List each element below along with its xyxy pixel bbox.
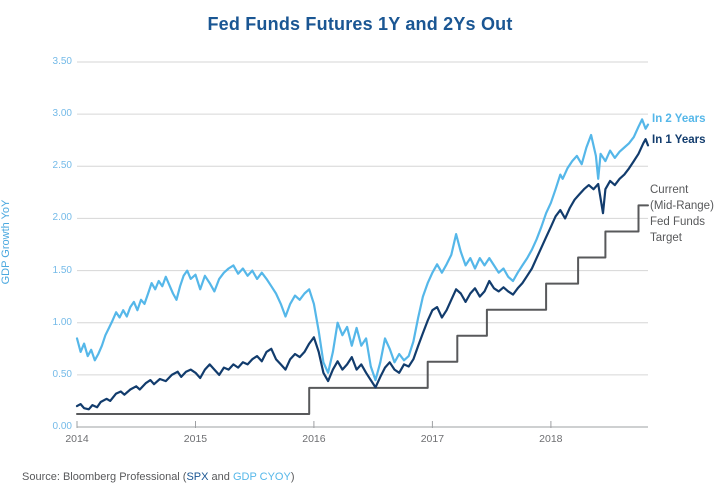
source-text-and: and bbox=[208, 471, 233, 483]
legend-label-in-2-years: In 2 Years bbox=[652, 113, 706, 125]
series-line-in-2-years bbox=[75, 118, 650, 382]
chart-title: Fed Funds Futures 1Y and 2Ys Out bbox=[207, 14, 513, 34]
x-tick-label: 2017 bbox=[420, 433, 445, 445]
source-caption: Source: Bloomberg Professional (SPX and … bbox=[22, 471, 295, 483]
y-tick-label: 0.50 bbox=[52, 368, 72, 380]
x-tick-label: 2014 bbox=[65, 433, 89, 445]
x-tick-label: 2018 bbox=[539, 433, 563, 445]
x-tick-label: 2016 bbox=[302, 433, 326, 445]
legend-label-in-1-years: In 1 Years bbox=[652, 134, 706, 146]
legend-label-fed-funds-target: Current (Mid-Range) Fed Funds Target bbox=[650, 184, 714, 244]
series-line-in-1-years bbox=[75, 138, 650, 411]
y-tick-label: 1.00 bbox=[52, 316, 72, 328]
y-axis-tick-labels: 0.00 0.50 1.00 1.50 2.00 2.50 3.00 3.50 bbox=[30, 0, 72, 460]
source-ticker-spx: SPX bbox=[186, 471, 209, 483]
y-tick-label: 1.50 bbox=[52, 264, 72, 276]
y-tick-label: 0.00 bbox=[52, 421, 72, 432]
source-text: Source: Bloomberg Professional ( bbox=[22, 471, 187, 483]
y-tick-label: 3.00 bbox=[52, 108, 72, 120]
source-text-close-paren: ) bbox=[290, 471, 295, 483]
source-ticker-gdp-cyoy: GDP CYOY bbox=[232, 471, 291, 483]
y-tick-label: 2.50 bbox=[52, 160, 72, 172]
y-tick-label: 3.50 bbox=[52, 56, 72, 67]
x-tick-label: 2015 bbox=[183, 433, 208, 445]
series-line-fed-funds-target bbox=[76, 204, 649, 415]
y-tick-label: 2.00 bbox=[52, 212, 72, 224]
